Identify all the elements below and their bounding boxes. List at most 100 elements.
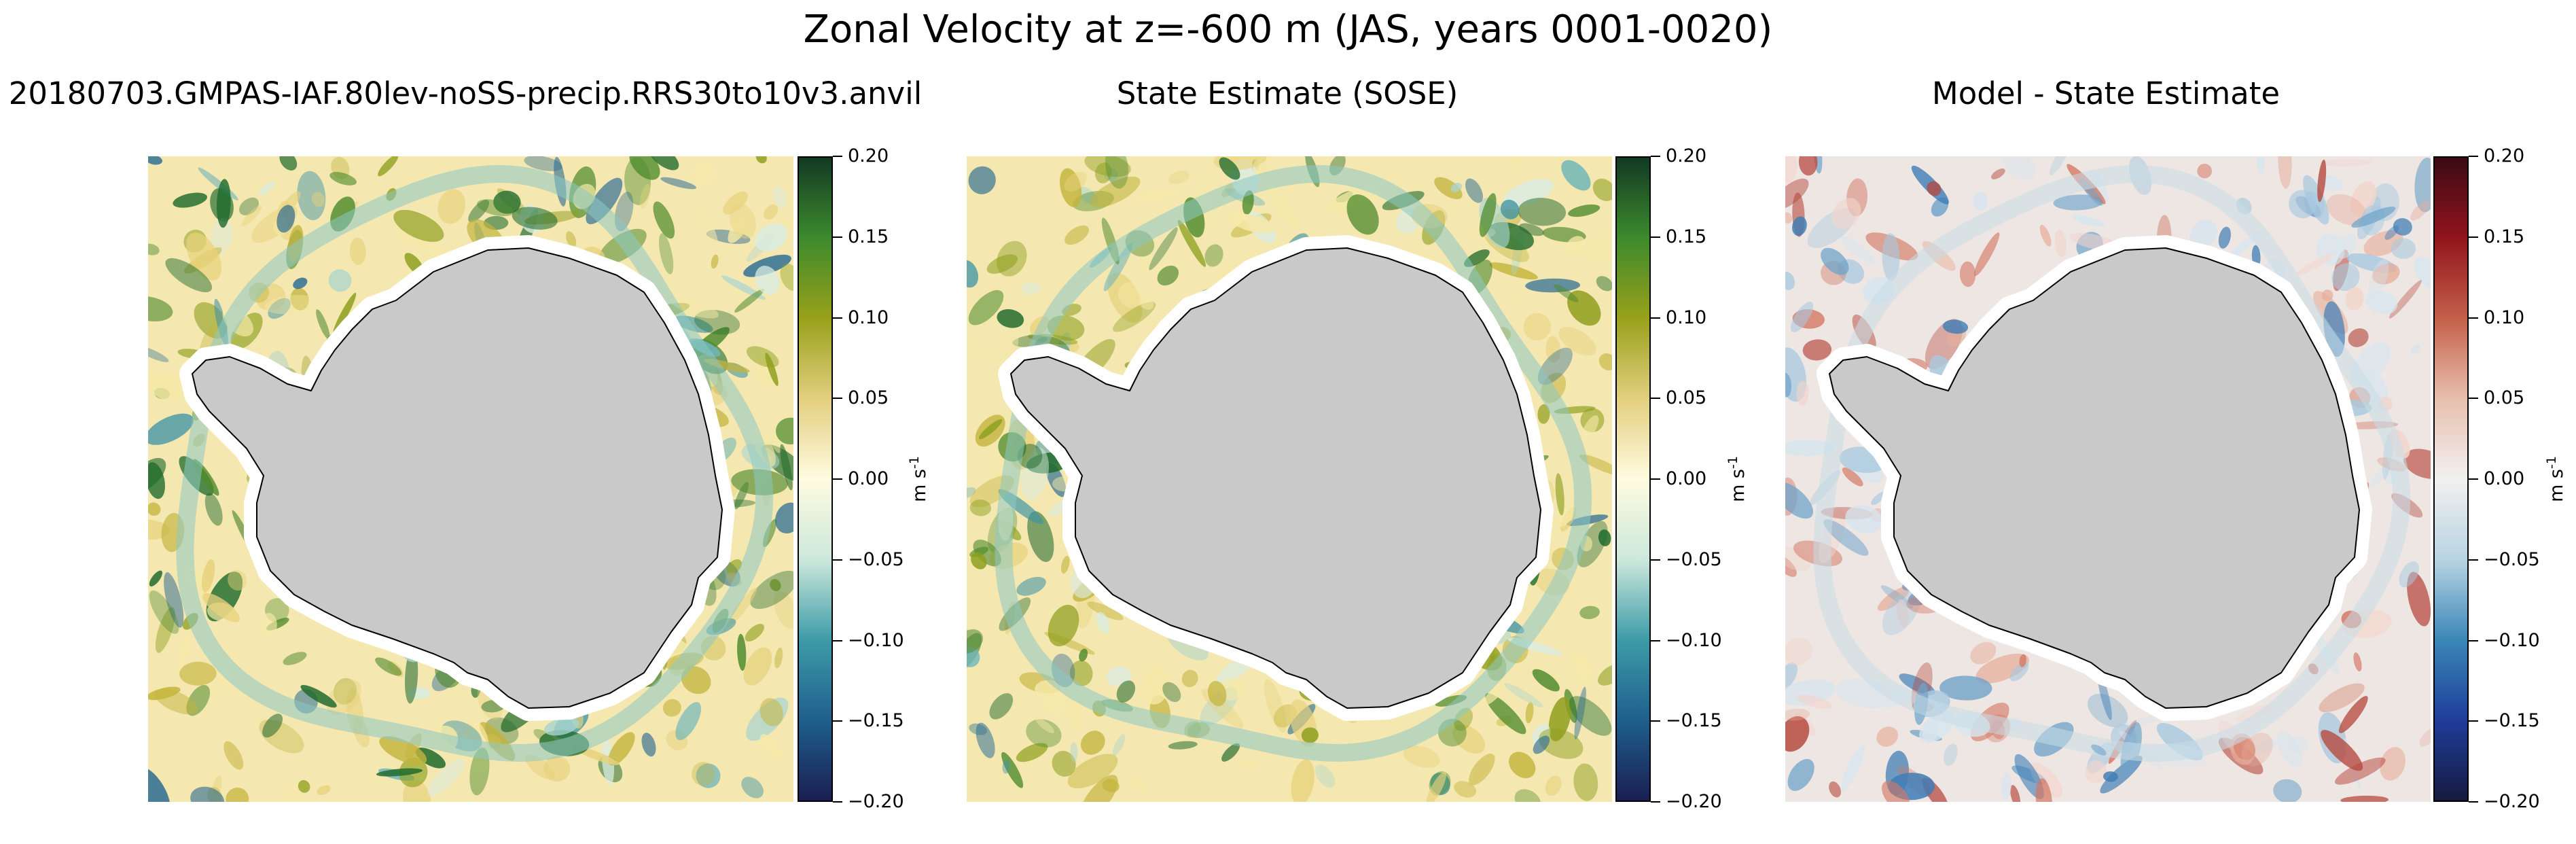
velocity-eddy	[148, 156, 162, 165]
velocity-eddy	[1545, 775, 1562, 796]
colorbar-tick-label: −0.20	[1666, 791, 1722, 812]
velocity-eddy	[1479, 193, 1497, 237]
velocity-eddy	[746, 346, 779, 368]
velocity-eddy	[1509, 297, 1524, 305]
panel-2-colorbar-label: m s-1	[1725, 456, 1749, 502]
panel-1-colorbar-label: m s-1	[907, 456, 930, 502]
velocity-eddy	[469, 748, 490, 796]
velocity-eddy	[773, 591, 793, 629]
velocity-eddy	[1017, 444, 1043, 469]
velocity-eddy	[1230, 213, 1275, 233]
velocity-eddy	[1525, 702, 1534, 724]
velocity-eddy	[298, 780, 310, 793]
velocity-eddy	[967, 260, 979, 288]
velocity-eddy	[772, 186, 787, 209]
velocity-eddy	[1035, 718, 1054, 733]
velocity-eddy	[179, 661, 217, 686]
velocity-eddy	[2410, 344, 2420, 355]
velocity-eddy	[2348, 328, 2369, 347]
velocity-eddy	[659, 233, 674, 275]
velocity-eddy	[1219, 157, 1240, 180]
velocity-eddy	[283, 652, 307, 665]
velocity-eddy	[1882, 781, 1910, 802]
antarctica-land	[1010, 247, 1541, 709]
colorbar-tick	[2469, 156, 2478, 157]
velocity-eddy	[1131, 187, 1183, 205]
velocity-eddy	[1070, 742, 1078, 762]
velocity-eddy	[1024, 292, 1044, 312]
velocity-eddy	[1518, 198, 1567, 226]
velocity-eddy	[1882, 233, 1900, 281]
velocity-eddy	[2257, 156, 2265, 174]
velocity-eddy	[1266, 184, 1298, 226]
velocity-eddy	[2273, 779, 2302, 802]
velocity-eddy	[202, 593, 240, 622]
velocity-eddy	[1221, 743, 1240, 762]
velocity-eddy	[2197, 163, 2213, 179]
velocity-eddy	[268, 298, 291, 319]
velocity-eddy	[376, 768, 423, 777]
velocity-eddy	[239, 197, 259, 215]
colorbar-tick	[1651, 317, 1660, 319]
velocity-eddy	[2319, 683, 2365, 713]
velocity-eddy	[2419, 728, 2431, 747]
velocity-eddy	[2039, 224, 2052, 247]
velocity-eddy	[211, 218, 233, 253]
velocity-eddy	[653, 201, 675, 239]
velocity-eddy	[1026, 719, 1062, 748]
velocity-eddy	[711, 254, 719, 269]
velocity-eddy	[1973, 192, 1988, 211]
velocity-eddy	[565, 231, 577, 248]
velocity-eddy	[317, 785, 331, 795]
colorbar-tick-label: 0.00	[848, 468, 889, 489]
velocity-eddy	[1450, 183, 1463, 192]
velocity-eddy	[149, 590, 179, 634]
velocity-eddy	[2103, 771, 2118, 782]
panel-3-map	[1785, 156, 2431, 802]
velocity-eddy	[1177, 219, 1206, 267]
panel-3-title: Model - State Estimate	[1931, 75, 2280, 111]
velocity-eddy	[750, 570, 793, 610]
velocity-eddy	[1067, 754, 1118, 789]
velocity-eddy	[154, 688, 198, 715]
velocity-eddy	[1545, 336, 1561, 364]
velocity-eddy	[164, 572, 184, 628]
velocity-eddy	[1565, 658, 1591, 685]
velocity-eddy	[1142, 666, 1169, 705]
velocity-eddy	[226, 787, 249, 802]
velocity-eddy	[1571, 648, 1594, 685]
velocity-eddy	[2321, 730, 2363, 771]
velocity-eddy	[2278, 156, 2292, 189]
velocity-eddy	[1514, 789, 1541, 802]
velocity-eddy	[2338, 696, 2368, 733]
velocity-eddy	[393, 209, 444, 242]
velocity-eddy	[149, 570, 162, 586]
velocity-eddy	[1823, 519, 1869, 556]
colorbar-tick	[1651, 720, 1660, 722]
panel-1-map	[148, 156, 793, 802]
colorbar-tick	[833, 156, 842, 157]
colorbar-tick-label: 0.00	[2484, 468, 2525, 489]
velocity-eddy	[1094, 162, 1112, 183]
velocity-eddy	[2345, 287, 2364, 311]
velocity-eddy	[737, 633, 747, 671]
velocity-eddy	[2030, 762, 2063, 798]
velocity-eddy	[971, 552, 987, 569]
colorbar-tick	[1651, 801, 1660, 803]
velocity-eddy	[1454, 781, 1477, 798]
velocity-eddy	[1500, 199, 1520, 219]
velocity-eddy	[148, 502, 161, 516]
velocity-eddy	[186, 232, 222, 281]
velocity-eddy	[1116, 680, 1136, 703]
velocity-eddy	[1523, 313, 1551, 340]
colorbar-tick-label: 0.05	[2484, 387, 2525, 409]
colorbar-tick	[833, 236, 842, 238]
velocity-eddy	[1504, 683, 1543, 708]
velocity-eddy	[741, 777, 764, 798]
velocity-eddy	[669, 296, 719, 319]
velocity-eddy	[1096, 612, 1110, 634]
colorbar-tick-label: −0.20	[848, 791, 904, 812]
velocity-eddy	[2403, 449, 2431, 479]
velocity-eddy	[1027, 511, 1054, 562]
colorbar-tick-label: −0.10	[2484, 629, 2540, 651]
